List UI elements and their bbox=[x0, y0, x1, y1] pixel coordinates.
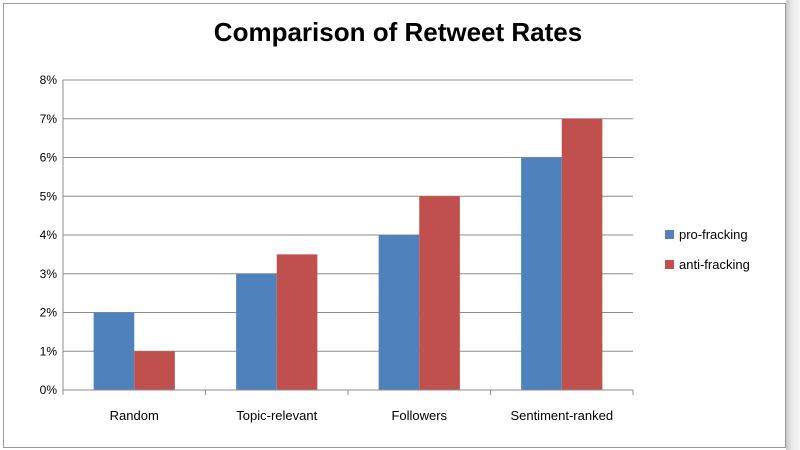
bar-pro-fracking-followers bbox=[378, 235, 420, 390]
legend-swatch-anti-fracking bbox=[665, 260, 674, 269]
legend: pro-fracking anti-fracking bbox=[665, 227, 750, 272]
bar-pro-fracking-sentiment-ranked bbox=[521, 157, 562, 390]
bar-anti-fracking-followers bbox=[419, 196, 460, 390]
bar-anti-fracking-random bbox=[134, 351, 175, 390]
y-tick-label: 0% bbox=[40, 383, 58, 397]
y-tick-label: 6% bbox=[40, 151, 58, 165]
y-tick-label: 7% bbox=[40, 112, 58, 126]
y-tick-label: 1% bbox=[40, 344, 58, 358]
bar-anti-fracking-topic-relevant bbox=[276, 254, 318, 390]
bar-pro-fracking-topic-relevant bbox=[236, 273, 277, 390]
bars bbox=[93, 118, 603, 390]
x-category-label: Followers bbox=[391, 408, 447, 423]
chart-title: Comparison of Retweet Rates bbox=[214, 17, 582, 47]
x-category-label: Random bbox=[110, 408, 159, 423]
legend-label-anti-fracking: anti-fracking bbox=[679, 257, 750, 272]
y-tick-label: 3% bbox=[40, 267, 58, 281]
y-tick-label: 2% bbox=[40, 306, 58, 320]
y-tick-label: 5% bbox=[40, 189, 58, 203]
bar-pro-fracking-random bbox=[93, 312, 135, 390]
x-category-label: Sentiment-ranked bbox=[510, 408, 613, 423]
x-axis-category-labels: Random Topic-relevant Followers Sentiment-r… bbox=[62, 390, 634, 423]
y-axis-tick-labels: 0% 1% 2% 3% 4% 5% 6% 7% 8% bbox=[40, 73, 58, 397]
window-edge-shadow bbox=[786, 0, 800, 450]
y-tick-label: 8% bbox=[40, 73, 58, 87]
legend-swatch-pro-fracking bbox=[665, 230, 674, 239]
x-category-label: Topic-relevant bbox=[236, 408, 317, 423]
y-tick-label: 4% bbox=[40, 228, 58, 242]
legend-label-pro-fracking: pro-fracking bbox=[679, 227, 748, 242]
bar-anti-fracking-sentiment-ranked bbox=[561, 118, 603, 390]
